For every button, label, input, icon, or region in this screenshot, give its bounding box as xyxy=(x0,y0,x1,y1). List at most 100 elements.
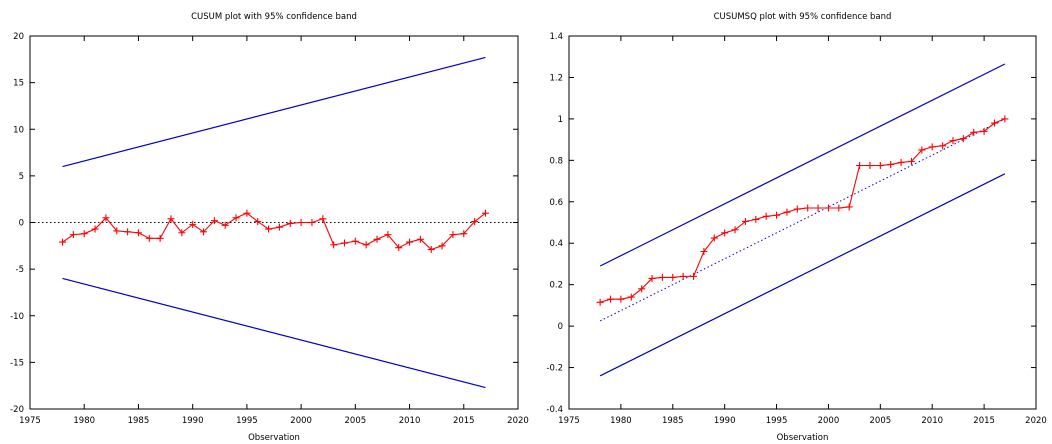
data-point-marker xyxy=(866,162,874,170)
reference-line xyxy=(599,118,1006,322)
data-point-marker xyxy=(980,127,988,135)
data-point-marker xyxy=(928,143,936,151)
data-point-marker xyxy=(243,209,251,217)
data-point-marker xyxy=(438,242,446,250)
plot-frame xyxy=(568,35,1037,410)
x-tick-label: 2005 xyxy=(870,416,892,426)
data-point-marker xyxy=(471,218,479,226)
data-point-marker xyxy=(835,204,843,212)
data-point-marker xyxy=(990,119,998,127)
data-point-marker xyxy=(658,273,666,281)
data-point-marker xyxy=(189,220,197,228)
data-point-marker xyxy=(970,128,978,136)
upper-band-line xyxy=(599,63,1006,267)
x-tick-label: 1995 xyxy=(766,416,788,426)
data-point-marker xyxy=(907,157,915,165)
x-tick-label: 2010 xyxy=(399,416,421,426)
x-tick-label: 1990 xyxy=(182,416,204,426)
data-point-marker xyxy=(783,208,791,216)
data-point-marker xyxy=(200,228,208,236)
data-point-marker xyxy=(897,158,905,166)
x-tick-label: 1990 xyxy=(714,416,736,426)
data-point-marker xyxy=(167,215,175,223)
y-tick-label: 20 xyxy=(13,32,24,42)
data-point-marker xyxy=(939,142,947,150)
chart-title: CUSUM plot with 95% confidence band xyxy=(191,12,357,22)
data-point-marker xyxy=(395,244,403,252)
data-point-marker xyxy=(384,231,392,239)
data-point-marker xyxy=(876,162,884,170)
data-point-marker xyxy=(824,204,832,212)
data-point-marker xyxy=(59,238,67,246)
x-tick-label: 1975 xyxy=(19,416,41,426)
x-tick-label: 1980 xyxy=(73,416,95,426)
y-tick-label: 15 xyxy=(13,79,24,89)
x-tick-label: 2010 xyxy=(921,416,943,426)
y-tick-label: -0.4 xyxy=(546,405,563,415)
data-point-marker xyxy=(607,295,615,303)
data-point-marker xyxy=(340,239,348,247)
x-tick-label: 2000 xyxy=(290,416,312,426)
data-point-marker xyxy=(178,229,186,237)
data-point-marker xyxy=(762,212,770,220)
chart-panel-1: CUSUM plot with 95% confidence band Obser… xyxy=(10,12,529,443)
data-point-marker xyxy=(638,285,646,293)
data-point-marker xyxy=(297,219,305,226)
data-point-marker xyxy=(124,228,132,236)
data-point-marker xyxy=(91,225,99,233)
x-axis-label: Observation xyxy=(777,433,829,443)
data-point-marker xyxy=(596,298,604,306)
data-point-marker xyxy=(741,217,749,225)
x-axis-label: Observation xyxy=(248,433,300,443)
data-point-marker xyxy=(690,272,698,280)
data-point-marker xyxy=(210,217,218,225)
y-tick-label: -0.2 xyxy=(546,364,563,374)
chart-title: CUSUMSQ plot with 95% confidence band xyxy=(714,12,892,22)
data-point-marker xyxy=(679,272,687,280)
data-point-marker xyxy=(362,241,370,249)
y-tick-label: -20 xyxy=(10,405,24,415)
x-tick-label: 1985 xyxy=(128,416,150,426)
lower-band-line xyxy=(599,173,1006,377)
data-point-marker xyxy=(814,204,822,212)
data-point-marker xyxy=(254,218,262,226)
data-point-marker xyxy=(793,205,801,213)
data-point-marker xyxy=(918,146,926,154)
data-point-marker xyxy=(731,226,739,234)
y-tick-label: 0 xyxy=(19,219,24,229)
lower-band-line xyxy=(62,277,486,389)
data-point-marker xyxy=(710,234,718,242)
y-tick-label: 0 xyxy=(558,322,563,332)
x-tick-label: 2015 xyxy=(453,416,475,426)
y-tick-label: 0.4 xyxy=(549,239,563,249)
x-tick-label: 1985 xyxy=(662,416,684,426)
data-point-marker xyxy=(773,211,781,219)
y-tick-label: 1.4 xyxy=(549,32,563,42)
data-point-marker xyxy=(887,160,895,168)
data-point-marker xyxy=(275,223,283,231)
y-tick-label: 0.8 xyxy=(549,156,563,166)
data-point-marker xyxy=(69,231,77,239)
data-point-marker xyxy=(145,234,153,242)
x-tick-label: 1980 xyxy=(610,416,632,426)
data-point-marker xyxy=(627,293,635,301)
data-point-marker xyxy=(804,204,812,212)
data-point-marker xyxy=(113,227,121,235)
y-tick-label: -5 xyxy=(16,265,24,275)
data-point-marker xyxy=(752,215,760,223)
data-point-marker xyxy=(856,162,864,170)
data-point-marker xyxy=(669,273,677,281)
data-point-marker xyxy=(330,241,338,249)
data-point-marker xyxy=(134,229,142,237)
x-tick-label: 1995 xyxy=(236,416,258,426)
data-point-marker xyxy=(959,135,967,143)
x-tick-label: 2015 xyxy=(973,416,995,426)
data-point-marker xyxy=(102,214,110,222)
data-point-marker xyxy=(845,203,853,211)
data-point-marker xyxy=(721,229,729,237)
data-point-marker xyxy=(80,230,88,238)
data-point-marker xyxy=(460,230,468,238)
series-line xyxy=(62,212,486,251)
data-point-marker xyxy=(481,209,489,217)
